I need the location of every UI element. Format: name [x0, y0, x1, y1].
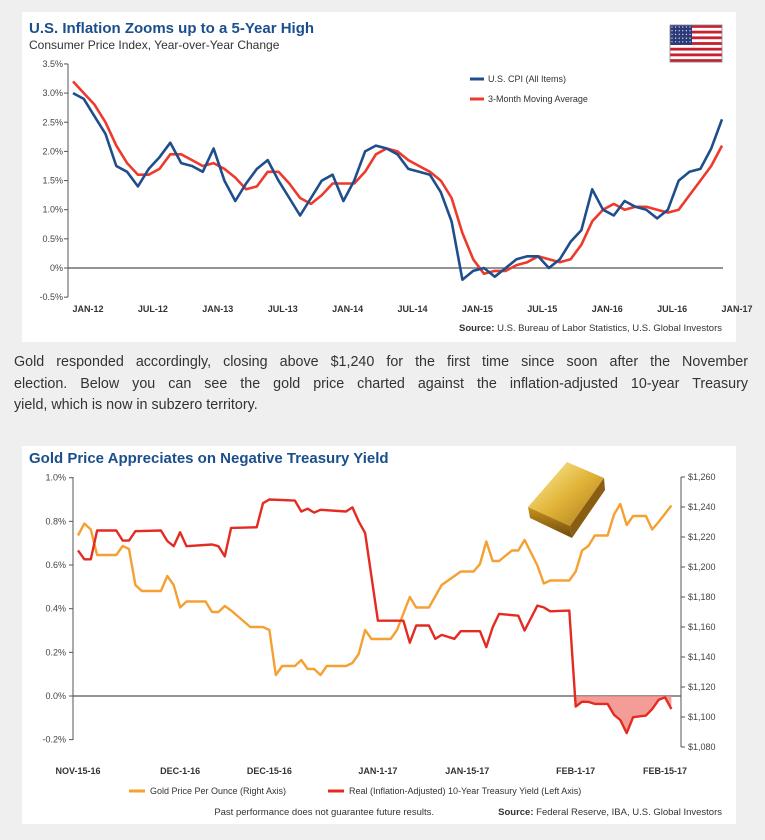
left-y-tick-label: 0.2% — [45, 647, 66, 657]
source-label: Source: — [498, 807, 533, 818]
x-tick-label: JUL-14 — [397, 304, 427, 314]
gold-bar-icon — [528, 462, 605, 538]
gold-price-line — [76, 502, 673, 677]
legend: Gold Price Per Ounce (Right Axis) Real (… — [129, 786, 581, 796]
y-tick-label: 3.0% — [42, 88, 63, 98]
left-y-tick-label: 1.0% — [45, 473, 66, 483]
negative-yield-area — [574, 696, 672, 734]
x-tick-label: JAN-15-17 — [445, 766, 489, 776]
source-text: Federal Reserve, IBA, U.S. Global Invest… — [536, 807, 722, 818]
legend-label-gold: Gold Price Per Ounce (Right Axis) — [150, 786, 286, 796]
y-tick-label: -0.5% — [39, 292, 63, 302]
right-y-tick-label: $1,240 — [688, 502, 716, 512]
x-tick-label: JUL-12 — [138, 304, 168, 314]
paragraph-line: election. Below you can see the gold pri… — [14, 375, 748, 392]
right-y-tick-label: $1,140 — [688, 652, 716, 662]
source-note: Source: U.S. Bureau of Labor Statistics,… — [459, 323, 722, 334]
x-tick-label: JUL-16 — [657, 304, 687, 314]
x-tick-label: DEC-15-16 — [247, 766, 292, 776]
inflation-chart-card — [22, 12, 736, 342]
x-tick-label: JAN-14 — [332, 304, 363, 314]
chart-subtitle: Consumer Price Index, Year-over-Year Cha… — [29, 38, 280, 52]
legend: U.S. CPI (All Items) 3-Month Moving Aver… — [470, 74, 588, 104]
right-y-tick-label: $1,080 — [688, 742, 716, 752]
source-text: U.S. Bureau of Labor Statistics, U.S. Gl… — [497, 323, 722, 334]
x-tick-label: NOV-15-16 — [55, 766, 100, 776]
x-tick-label: DEC-1-16 — [160, 766, 200, 776]
legend-label-ma: 3-Month Moving Average — [488, 94, 588, 104]
x-tick-label: JUL-15 — [527, 304, 557, 314]
x-tick-label: JAN-12 — [72, 304, 103, 314]
y-tick-label: 1.5% — [42, 176, 63, 186]
chart-title: U.S. Inflation Zooms up to a 5-Year High — [29, 20, 314, 37]
disclaimer: Past performance does not guarantee futu… — [214, 807, 434, 818]
gold-chart: Gold Price Appreciates on Negative Treas… — [29, 450, 722, 818]
y-tick-label: 2.0% — [42, 146, 63, 156]
x-tick-label: FEB-1-17 — [556, 766, 595, 776]
right-y-tick-label: $1,260 — [688, 472, 716, 482]
y-tick-label: 3.5% — [42, 59, 63, 69]
x-tick-label: JAN-15 — [462, 304, 493, 314]
left-y-tick-label: 0.4% — [45, 604, 66, 614]
y-tick-label: 0% — [50, 263, 63, 273]
paragraph-line: yield, which is now in subzero territory… — [14, 397, 258, 413]
left-y-tick-label: 0.8% — [45, 516, 66, 526]
us-flag-icon — [669, 24, 723, 63]
article-paragraph: Gold responded accordingly, closing abov… — [14, 352, 748, 417]
right-y-tick-label: $1,200 — [688, 562, 716, 572]
left-y-tick-label: 0.0% — [45, 691, 66, 701]
x-tick-label: JAN-1-17 — [358, 766, 397, 776]
x-tick-label: FEB-15-17 — [643, 766, 687, 776]
x-tick-label: JAN-13 — [202, 304, 233, 314]
right-y-tick-label: $1,180 — [688, 592, 716, 602]
y-tick-label: 0.5% — [42, 234, 63, 244]
legend-label-treasury: Real (Inflation-Adjusted) 10-Year Treasu… — [349, 786, 581, 796]
paragraph-line: Gold responded accordingly, closing abov… — [14, 354, 748, 370]
cpi-line — [72, 91, 724, 282]
legend-label-cpi: U.S. CPI (All Items) — [488, 74, 566, 84]
chart-title: Gold Price Appreciates on Negative Treas… — [29, 450, 389, 467]
right-y-tick-label: $1,120 — [688, 682, 716, 692]
inflation-chart: U.S. Inflation Zooms up to a 5-Year High… — [29, 20, 753, 334]
left-y-tick-label: -0.2% — [42, 735, 66, 745]
source-label: Source: — [459, 323, 494, 334]
y-tick-label: 1.0% — [42, 205, 63, 215]
right-y-tick-label: $1,100 — [688, 712, 716, 722]
left-y-tick-label: 0.6% — [45, 560, 66, 570]
x-tick-label: JAN-16 — [592, 304, 623, 314]
x-tick-label: JAN-17 — [721, 304, 752, 314]
moving-average-line — [72, 80, 724, 276]
x-tick-label: JUL-13 — [268, 304, 298, 314]
source-note: Source: Federal Reserve, IBA, U.S. Globa… — [498, 807, 722, 818]
right-y-tick-label: $1,220 — [688, 532, 716, 542]
right-y-tick-label: $1,160 — [688, 622, 716, 632]
treasury-yield-line — [77, 498, 673, 735]
y-tick-label: 2.5% — [42, 117, 63, 127]
